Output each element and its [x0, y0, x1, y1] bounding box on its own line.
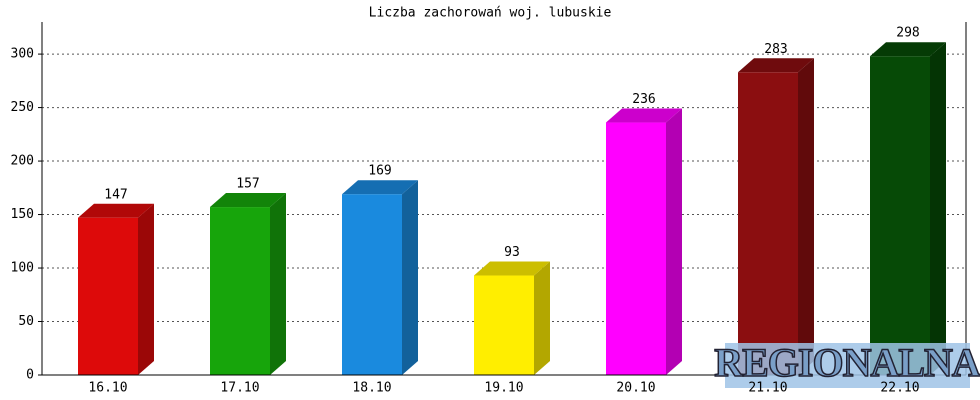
bar [606, 122, 666, 375]
y-tick-label: 200 [11, 154, 34, 169]
bar-top [606, 108, 682, 123]
value-label: 236 [632, 92, 655, 107]
x-tick-label: 19.10 [484, 381, 523, 396]
y-tick-label: 300 [11, 47, 34, 62]
y-tick-label: 0 [26, 368, 34, 383]
y-tick-label: 50 [18, 314, 34, 329]
bar [342, 194, 402, 375]
bar-side [402, 180, 418, 375]
bar [78, 217, 138, 375]
watermark-box [725, 343, 970, 388]
bar-side [534, 261, 550, 375]
x-tick-label: 22.10 [880, 381, 919, 396]
bar [870, 56, 930, 375]
bar-top [738, 58, 814, 73]
x-tick-label: 16.10 [88, 381, 127, 396]
x-tick-label: 21.10 [748, 381, 787, 396]
value-label: 93 [504, 245, 520, 260]
bar-side [930, 42, 946, 375]
bar-side [138, 203, 154, 375]
y-tick-label: 250 [11, 100, 34, 115]
bar-side [798, 58, 814, 375]
bar-side [270, 193, 286, 375]
x-tick-label: 18.10 [352, 381, 391, 396]
bar-top [78, 203, 154, 218]
bar-top [342, 180, 418, 195]
value-label: 157 [236, 177, 259, 192]
chart-title: Liczba zachorowań woj. lubuskie [369, 6, 612, 21]
value-label: 147 [104, 187, 127, 202]
bar-top [474, 261, 550, 276]
value-label: 298 [896, 26, 919, 41]
bar-top [210, 193, 286, 208]
y-tick-label: 150 [11, 207, 34, 222]
x-tick-label: 20.10 [616, 381, 655, 396]
value-label: 169 [368, 164, 391, 179]
bar [474, 275, 534, 375]
value-label: 283 [764, 42, 787, 57]
bar-side [666, 108, 682, 375]
bar [738, 72, 798, 375]
x-tick-label: 17.10 [220, 381, 259, 396]
bar-top [870, 42, 946, 57]
watermark: REGIONALNA [714, 340, 980, 385]
bar [210, 207, 270, 375]
y-tick-label: 100 [11, 261, 34, 276]
